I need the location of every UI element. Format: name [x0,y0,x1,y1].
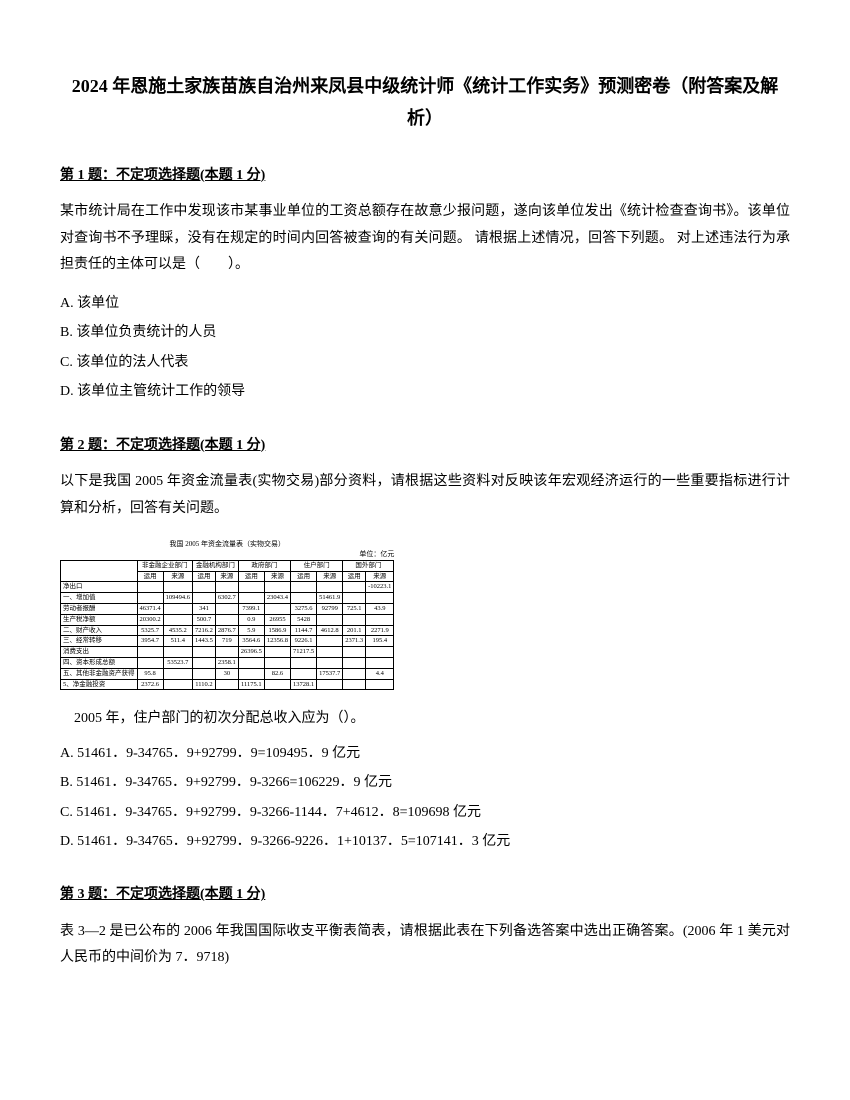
q3-text: 表 3—2 是已公布的 2006 年我国国际收支平衡表简表，请根据此表在下列备选… [60,919,790,972]
q2-table-image: 我国 2005 年资金流量表（实物交易） 单位：亿元 非金融企业部门金融机构部门… [60,540,790,690]
table-unit: 单位：亿元 [60,550,394,558]
q2-options: A. 51461．9-34765．9+92799．9=109495．9 亿元 B… [60,739,790,857]
document-title: 2024 年恩施土家族苗族自治州来凤县中级统计师《统计工作实务》预测密卷（附答案… [60,70,790,135]
q2-option-a: A. 51461．9-34765．9+92799．9=109495．9 亿元 [60,739,790,768]
question-3: 第 3 题：不定项选择题(本题 1 分) 表 3—2 是已公布的 2006 年我… [60,884,790,972]
q1-option-b: B. 该单位负责统计的人员 [60,318,790,347]
q2-option-d: D. 51461．9-34765．9+92799．9-3266-9226．1+1… [60,827,790,856]
q1-option-a: A. 该单位 [60,289,790,318]
question-2: 第 2 题：不定项选择题(本题 1 分) 以下是我国 2005 年资金流量表(实… [60,435,790,857]
q1-option-d: D. 该单位主管统计工作的领导 [60,377,790,406]
q1-option-c: C. 该单位的法人代表 [60,348,790,377]
q2-text: 以下是我国 2005 年资金流量表(实物交易)部分资料，请根据这些资料对反映该年… [60,469,790,522]
q2-sub-question: 2005 年，住户部门的初次分配总收入应为（）。 [60,708,790,730]
table-title: 我国 2005 年资金流量表（实物交易） [60,540,394,548]
question-1: 第 1 题：不定项选择题(本题 1 分) 某市统计局在工作中发现该市某事业单位的… [60,165,790,407]
q1-text: 某市统计局在工作中发现该市某事业单位的工资总额存在故意少报问题，遂向该单位发出《… [60,199,790,279]
q2-header: 第 2 题：不定项选择题(本题 1 分) [60,435,790,457]
q1-header: 第 1 题：不定项选择题(本题 1 分) [60,165,790,187]
q1-options: A. 该单位 B. 该单位负责统计的人员 C. 该单位的法人代表 D. 该单位主… [60,289,790,407]
q2-option-b: B. 51461．9-34765．9+92799．9-3266=106229．9… [60,768,790,797]
q2-option-c: C. 51461．9-34765．9+92799．9-3266-1144．7+4… [60,798,790,827]
q3-header: 第 3 题：不定项选择题(本题 1 分) [60,884,790,906]
fund-flow-table: 非金融企业部门金融机构部门政府部门住户部门国外部门运用来源运用来源运用来源运用来… [60,560,394,691]
